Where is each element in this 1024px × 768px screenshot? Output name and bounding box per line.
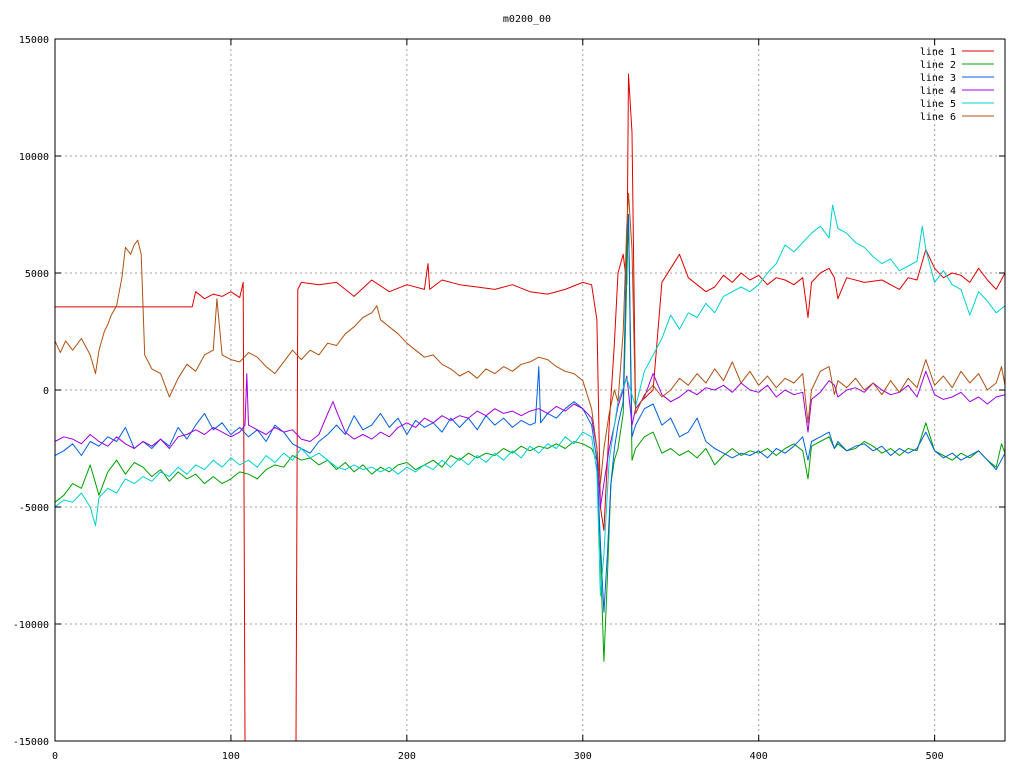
x-tick-label: 200 (398, 751, 416, 762)
legend: line 1 line 2 line 3 line 4 line 5 line 6 (920, 47, 994, 123)
legend-label-1: line 1 (920, 47, 956, 58)
y-tick-label: 10000 (19, 152, 49, 163)
series-line-3 (55, 214, 1005, 613)
x-tick-label: 0 (52, 751, 58, 762)
x-tick-label: 300 (574, 751, 592, 762)
x-tick-label: 500 (926, 751, 944, 762)
y-tick-label: -15000 (13, 737, 49, 748)
legend-label-4: line 4 (920, 86, 956, 97)
series-line-2 (55, 214, 1005, 662)
x-tick-label: 400 (750, 751, 768, 762)
series-group (55, 73, 1005, 741)
y-tick-label: 0 (43, 386, 49, 397)
y-tick-label: 5000 (25, 269, 49, 280)
ticks: 0 100 200 300 400 500 -15000 -10000 -5000 0 5000 10… (13, 35, 1005, 762)
x-tick-label: 100 (222, 751, 240, 762)
legend-label-2: line 2 (920, 60, 956, 71)
chart-title: m0200_00 (503, 14, 551, 25)
legend-label-6: line 6 (920, 112, 956, 123)
y-tick-label: 15000 (19, 35, 49, 46)
grid (55, 39, 1005, 741)
y-tick-label: -5000 (19, 503, 49, 514)
legend-label-3: line 3 (920, 73, 956, 84)
series-line-5 (55, 204, 1005, 597)
legend-label-5: line 5 (920, 99, 956, 110)
y-tick-label: -10000 (13, 620, 49, 631)
series-line-6 (55, 192, 1005, 485)
